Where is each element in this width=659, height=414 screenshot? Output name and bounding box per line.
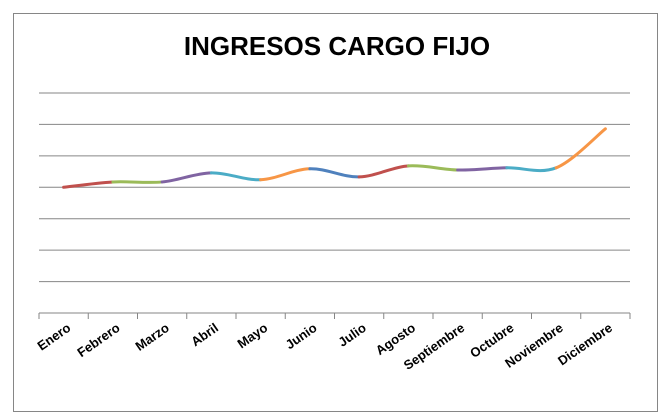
chart-border [13,13,658,412]
line-segment [160,171,213,184]
line-segment [259,167,312,182]
line-segment [406,164,460,172]
line-segment [308,167,361,179]
line-segment [62,180,115,189]
line-segment [357,164,410,179]
line-segment [456,166,509,172]
chart-title: INGRESOS CARGO FIJO [184,31,490,61]
line-segment [111,180,164,184]
line-segment [554,127,607,170]
line-segment [209,171,263,182]
line-segment [505,166,558,173]
